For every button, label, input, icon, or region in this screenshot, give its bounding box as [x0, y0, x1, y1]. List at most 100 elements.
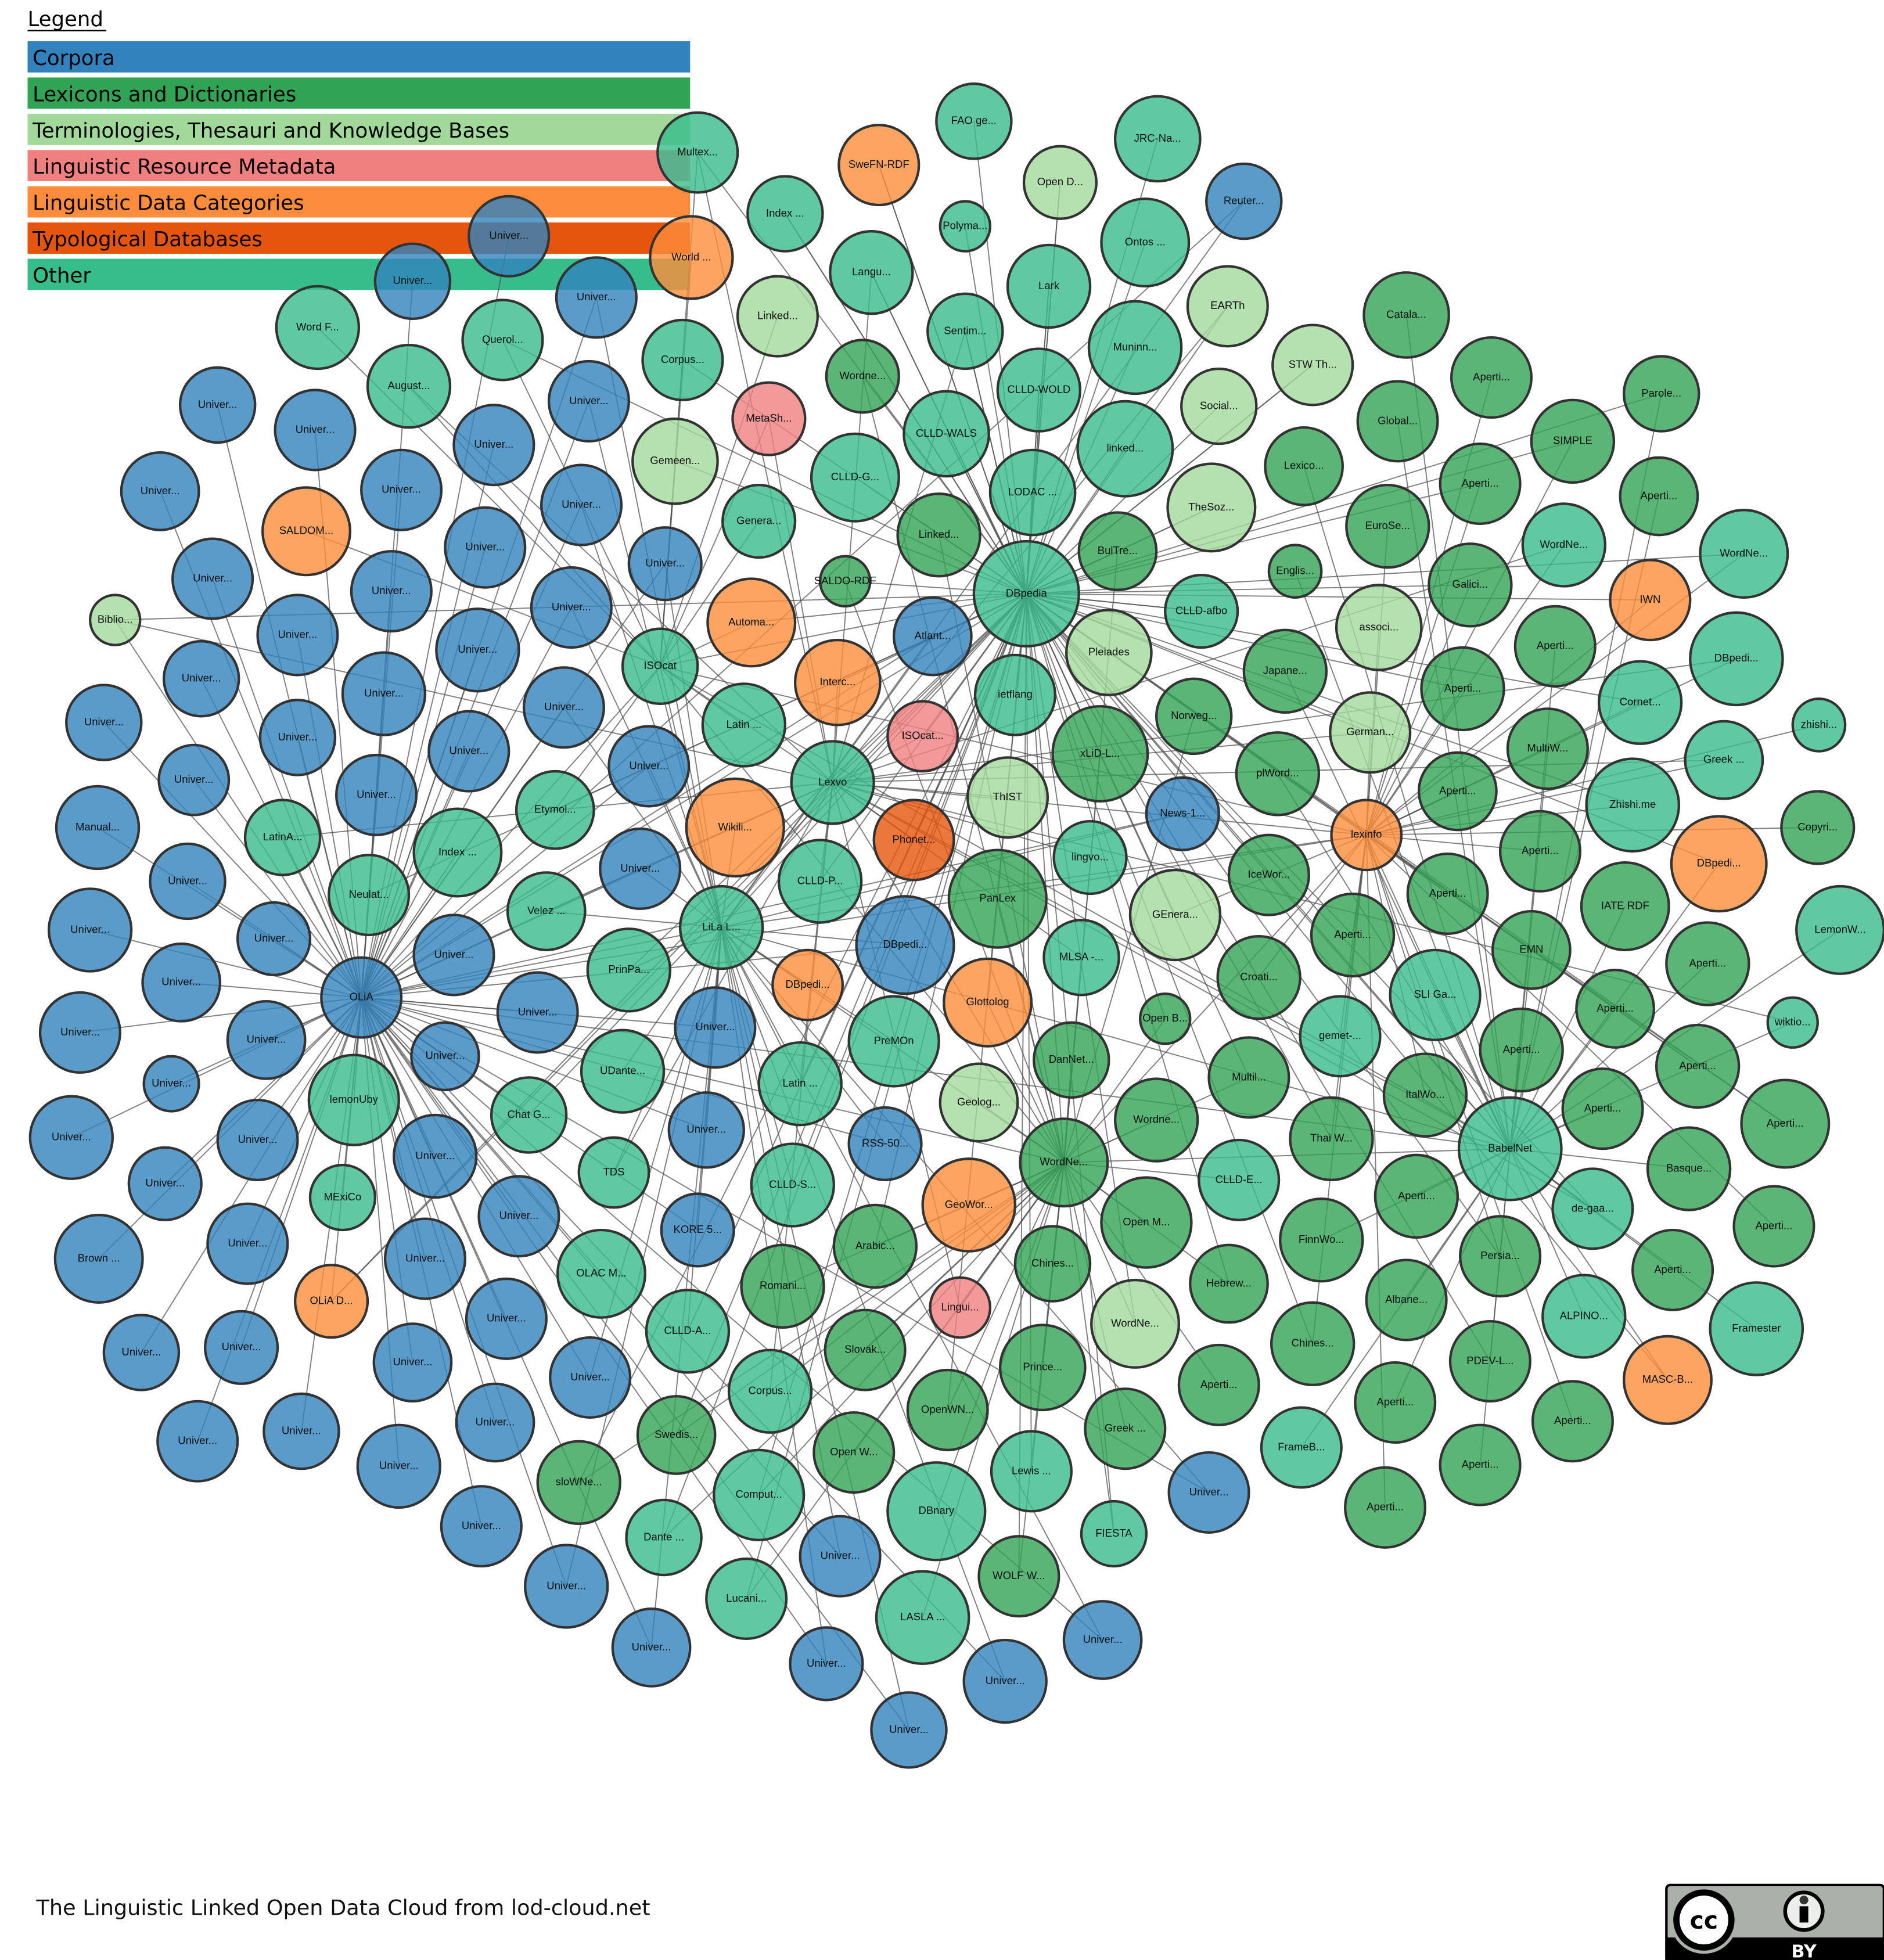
node-circle[interactable]	[328, 854, 411, 937]
dataset-node-univer[interactable]: Univer...	[226, 999, 307, 1080]
node-circle[interactable]	[506, 871, 587, 951]
dataset-node-univer[interactable]: Univer...	[412, 914, 495, 997]
node-circle[interactable]	[1521, 502, 1607, 588]
dataset-node-wordne[interactable]: WordNe...	[1521, 502, 1607, 588]
node-circle[interactable]	[1780, 790, 1856, 865]
dataset-node-social[interactable]: Social...	[1180, 367, 1258, 445]
node-circle[interactable]	[988, 448, 1077, 537]
node-circle[interactable]	[1740, 1078, 1831, 1169]
node-circle[interactable]	[1580, 861, 1670, 951]
node-circle[interactable]	[261, 486, 351, 577]
node-circle[interactable]	[1267, 544, 1323, 599]
dataset-node-univer[interactable]: Univer...	[477, 1175, 560, 1258]
node-circle[interactable]	[1289, 1096, 1374, 1182]
dataset-node-earth[interactable]: EARTh	[1186, 265, 1269, 348]
dataset-node-univer[interactable]: Univer...	[38, 991, 121, 1074]
dataset-node-fiesta[interactable]: FIESTA	[1080, 1499, 1148, 1568]
dataset-node-japane[interactable]: Japane...	[1242, 628, 1328, 714]
dataset-node-dbpedi[interactable]: DBpedi...	[1670, 815, 1768, 913]
dataset-node-slowne[interactable]: sloWNe...	[536, 1440, 621, 1525]
dataset-node-lucani[interactable]: Lucani...	[705, 1557, 788, 1640]
dataset-node-mlsa[interactable]: MLSA -...	[1042, 919, 1120, 997]
node-circle[interactable]	[1013, 1225, 1092, 1303]
node-circle[interactable]	[1100, 197, 1191, 288]
dataset-node-univer[interactable]: Univer...	[127, 1146, 203, 1221]
node-circle[interactable]	[1365, 1258, 1448, 1342]
node-circle[interactable]	[1128, 868, 1222, 962]
dataset-node-univer[interactable]: Univer...	[962, 1638, 1048, 1724]
node-circle[interactable]	[1207, 1036, 1290, 1119]
node-circle[interactable]	[465, 1277, 548, 1360]
node-circle[interactable]	[886, 1461, 987, 1562]
node-circle[interactable]	[1428, 542, 1513, 628]
node-circle[interactable]	[706, 577, 797, 668]
node-circle[interactable]	[1541, 1274, 1627, 1359]
node-circle[interactable]	[903, 390, 990, 478]
node-circle[interactable]	[1622, 355, 1700, 433]
node-circle[interactable]	[293, 1264, 369, 1339]
node-circle[interactable]	[1270, 1301, 1356, 1387]
dataset-node-ietflang[interactable]: ietflang	[973, 653, 1056, 736]
dataset-node-aperti[interactable]: Aperti...	[1531, 1380, 1614, 1463]
dataset-node-zhishi-me[interactable]: Zhishi.me	[1585, 757, 1681, 853]
dataset-node-aperti[interactable]: Aperti...	[1575, 969, 1655, 1049]
node-circle[interactable]	[350, 550, 433, 633]
node-circle[interactable]	[263, 1392, 340, 1470]
dataset-node-aperti[interactable]: Aperti...	[1406, 852, 1489, 936]
node-circle[interactable]	[789, 1626, 864, 1702]
dataset-node-simple[interactable]: SIMPLE	[1530, 398, 1616, 484]
dataset-node-aperti[interactable]: Aperti...	[1420, 646, 1505, 732]
node-circle[interactable]	[320, 956, 403, 1039]
dataset-node-lodac[interactable]: LODAC ...	[988, 448, 1077, 537]
dataset-node-dbpedia[interactable]: DBpedia	[972, 540, 1080, 648]
dataset-node-genera[interactable]: GEnera...	[1128, 868, 1222, 962]
dataset-node-saldom[interactable]: SALDOM...	[261, 486, 351, 577]
node-circle[interactable]	[1791, 697, 1847, 753]
node-circle[interactable]	[812, 1411, 896, 1494]
node-circle[interactable]	[1655, 1023, 1741, 1109]
dataset-node-lexinfo[interactable]: lexinfo	[1330, 799, 1403, 872]
node-circle[interactable]	[580, 1028, 666, 1114]
node-circle[interactable]	[631, 417, 719, 505]
node-circle[interactable]	[1080, 1499, 1148, 1568]
dataset-node-univer[interactable]: Univer...	[65, 684, 143, 761]
node-circle[interactable]	[1417, 751, 1498, 832]
node-circle[interactable]	[468, 195, 551, 278]
node-circle[interactable]	[660, 1192, 735, 1268]
dataset-node-brown[interactable]: Brown ...	[53, 1214, 144, 1304]
dataset-node-olac-m[interactable]: OLAC M...	[556, 1228, 646, 1319]
dataset-node-phonet[interactable]: Phonet...	[872, 799, 955, 882]
dataset-node-corpus[interactable]: Corpus...	[641, 318, 724, 401]
dataset-node-dbpedi[interactable]: DBpedi...	[1689, 611, 1784, 707]
node-circle[interactable]	[1795, 884, 1884, 975]
node-circle[interactable]	[1166, 462, 1257, 553]
dataset-node-masc-b[interactable]: MASC-B...	[1622, 1335, 1713, 1425]
dataset-node-sli-ga[interactable]: SLI Ga...	[1389, 948, 1482, 1041]
dataset-node-basque[interactable]: Basque...	[1646, 1126, 1732, 1211]
dataset-node-jrc-na[interactable]: JRC-Na...	[1113, 95, 1202, 183]
node-circle[interactable]	[1530, 398, 1616, 484]
dataset-node-cornet[interactable]: Cornet...	[1597, 660, 1683, 745]
node-circle[interactable]	[372, 1322, 453, 1403]
dataset-node-genera[interactable]: Genera...	[721, 483, 797, 559]
dataset-node-aperti[interactable]: Aperti...	[1344, 1466, 1427, 1549]
node-circle[interactable]	[939, 1062, 1019, 1143]
dataset-node-thist[interactable]: ThIST	[966, 756, 1049, 839]
dataset-node-univer[interactable]: Univer...	[372, 1322, 453, 1403]
dataset-node-univer[interactable]: Univer...	[555, 256, 638, 339]
node-circle[interactable]	[162, 640, 240, 718]
dataset-node-univer[interactable]: Univer...	[410, 1021, 480, 1092]
dataset-node-univer[interactable]: Univer...	[496, 971, 579, 1054]
node-circle[interactable]	[611, 1607, 692, 1688]
node-circle[interactable]	[203, 1310, 279, 1385]
node-circle[interactable]	[966, 756, 1049, 839]
node-circle[interactable]	[1479, 1007, 1564, 1093]
dataset-node-univer[interactable]: Univer...	[530, 566, 613, 649]
node-circle[interactable]	[793, 638, 882, 727]
dataset-node-aperti[interactable]: Aperti...	[1310, 892, 1396, 978]
node-circle[interactable]	[412, 807, 503, 898]
node-circle[interactable]	[275, 285, 361, 371]
node-circle[interactable]	[141, 942, 222, 1023]
dataset-node-univer[interactable]: Univer...	[171, 537, 254, 620]
node-circle[interactable]	[1498, 810, 1581, 893]
